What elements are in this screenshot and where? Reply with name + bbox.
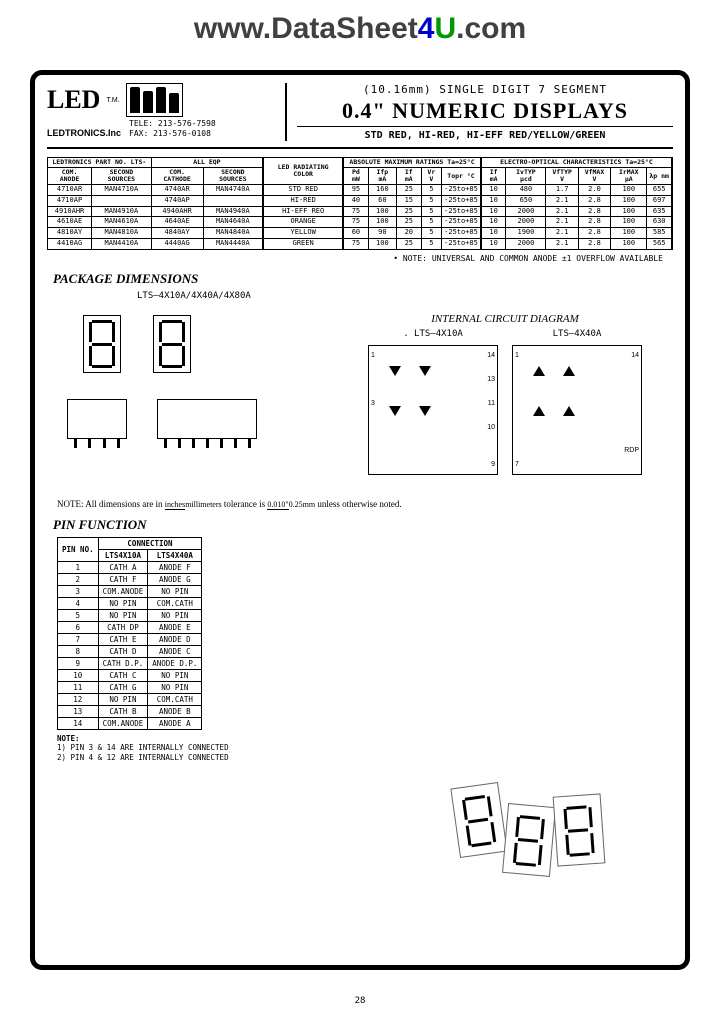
table-note: • NOTE: UNIVERSAL AND COMMON ANODE ±1 OV… (47, 254, 663, 263)
watermark-url: www.DataSheet4U.com (0, 12, 720, 46)
package-diagram (57, 309, 337, 489)
table-row: 4710AP4740APHI-RED4060155-25to+85106502.… (48, 196, 673, 207)
table-row: 2CATH FANODE G (58, 573, 202, 585)
table-row: 5NO PINNO PIN (58, 609, 202, 621)
table-row: 10CATH CNO PIN (58, 669, 202, 681)
table-row: 4910AHRMAN4910A4940AHRMAN4940AHI-EFF REO… (48, 206, 673, 217)
datasheet-page: www.DataSheet4U.com LED T.M. LEDTRONICS.… (0, 0, 720, 1012)
circuit-4x40a: 14 1 7 RDP (512, 345, 642, 475)
pkg-label: LTS—4X10A/4X40A/4X80A (137, 291, 673, 301)
table-row: 8CATH DANODE C (58, 645, 202, 657)
logo-text: LED (47, 85, 100, 115)
circuit-diagrams: INTERNAL CIRCUIT DIAGRAM . LTS—4X10A 14 … (347, 309, 663, 489)
dimension-note: NOTE: All dimensions are in inchesmillim… (57, 499, 663, 509)
table-row: 4NO PINCOM.CATH (58, 597, 202, 609)
table-row: 4810AYMAN4810A4840AYMAN4840AYELLOW609020… (48, 228, 673, 239)
title-box: (10.16mm) SINGLE DIGIT 7 SEGMENT 0.4" NU… (287, 83, 673, 141)
header: LED T.M. LEDTRONICS.Inc TELE: 213-576-75… (47, 83, 673, 149)
diagram-row: INTERNAL CIRCUIT DIAGRAM . LTS—4X10A 14 … (47, 305, 673, 493)
table-row: 11CATH GNO PIN (58, 681, 202, 693)
title-main: 0.4" NUMERIC DISPLAYS (297, 98, 673, 124)
title-line1: (10.16mm) SINGLE DIGIT 7 SEGMENT (297, 83, 673, 96)
spec-table: LEDTRONICS PART NO. LTS- ALL EQP LED RAD… (47, 157, 673, 250)
table-row: 3COM.ANODENO PIN (58, 585, 202, 597)
pin-notes: NOTE: 1) PIN 3 & 14 ARE INTERNALLY CONNE… (57, 734, 229, 763)
pin-table: PIN NO. CONNECTION LTS4X10A LTS4X40A 1CA… (57, 537, 202, 730)
table-row: 1CATH AANODE F (58, 561, 202, 573)
package-dimensions-title: PACKAGE DIMENSIONS (53, 271, 673, 287)
component-icons (126, 83, 183, 117)
logo-box: LED T.M. LEDTRONICS.Inc TELE: 213-576-75… (47, 83, 287, 141)
seven-segment-back (153, 315, 191, 373)
page-number: 28 (355, 996, 366, 1006)
pin-function-title: PIN FUNCTION (53, 517, 673, 533)
table-row: 7CATH EANODE D (58, 633, 202, 645)
table-row: 9CATH D.P.ANODE D.P. (58, 657, 202, 669)
table-row: 13CATH BANODE B (58, 705, 202, 717)
internal-circuit-title: INTERNAL CIRCUIT DIAGRAM (347, 313, 663, 325)
circuit-4x10a: 14 13 11 10 9 1 3 (368, 345, 498, 475)
company-name: LEDTRONICS.Inc (47, 128, 121, 138)
title-sub: STD RED, HI-RED, HI-EFF RED/YELLOW/GREEN (297, 126, 673, 141)
table-row: 6CATH DPANODE E (58, 621, 202, 633)
dip-side-view (67, 399, 127, 439)
table-row: 14COM.ANODEANODE A (58, 717, 202, 729)
seven-segment-front (83, 315, 121, 373)
table-row: 4410AGMAN4410A4440AGMAN4440AGREEN7510025… (48, 238, 673, 249)
table-row: 4710ARMAN4710A4740ARMAN4740ASTD RED95160… (48, 185, 673, 196)
table-row: 4610AEMAN4610A4640AEMAN4640AORANGE751002… (48, 217, 673, 228)
dip-top-view (157, 399, 257, 439)
product-images (455, 785, 625, 895)
contact-info: TELE: 213-576-7598 FAX: 213-576-0108 (129, 119, 216, 138)
page-border: LED T.M. LEDTRONICS.Inc TELE: 213-576-75… (30, 70, 690, 970)
table-row: 12NO PINCOM.CATH (58, 693, 202, 705)
